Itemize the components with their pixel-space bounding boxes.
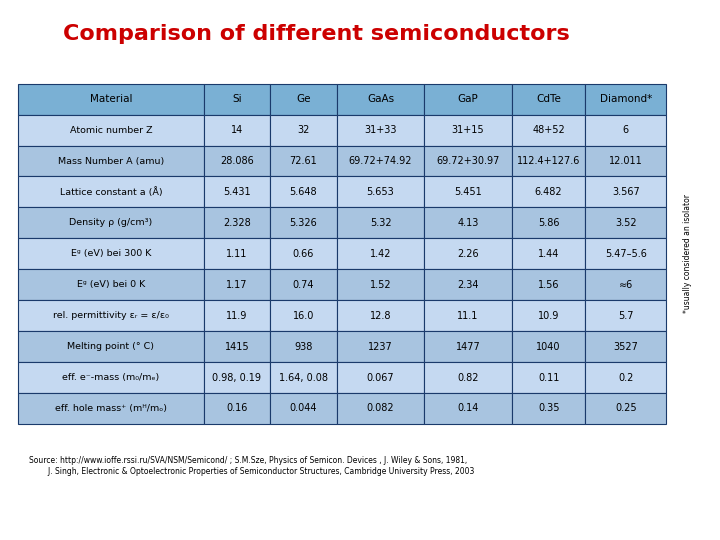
Text: 5.653: 5.653	[366, 187, 395, 197]
Text: 12.011: 12.011	[609, 156, 642, 166]
Text: 5.7: 5.7	[618, 310, 634, 321]
Text: 72.61: 72.61	[289, 156, 318, 166]
Text: 0.082: 0.082	[366, 403, 395, 414]
Text: 112.4+127.6: 112.4+127.6	[517, 156, 580, 166]
Text: 5.431: 5.431	[223, 187, 251, 197]
Text: 5.648: 5.648	[289, 187, 318, 197]
Text: 0.98, 0.19: 0.98, 0.19	[212, 373, 261, 382]
Text: Ge: Ge	[296, 94, 311, 104]
Text: 31+33: 31+33	[364, 125, 397, 135]
Text: 14: 14	[231, 125, 243, 135]
Text: Lattice constant a (Å): Lattice constant a (Å)	[60, 187, 162, 197]
Text: 1.52: 1.52	[369, 280, 392, 290]
Text: Comparison of different semiconductors: Comparison of different semiconductors	[63, 24, 570, 44]
Text: 3.567: 3.567	[612, 187, 639, 197]
Text: 1477: 1477	[456, 342, 480, 352]
Text: 1.64, 0.08: 1.64, 0.08	[279, 373, 328, 382]
Text: 69.72+74.92: 69.72+74.92	[348, 156, 413, 166]
Text: 6: 6	[623, 125, 629, 135]
Text: 3527: 3527	[613, 342, 638, 352]
Text: 1.17: 1.17	[226, 280, 248, 290]
Text: 1.11: 1.11	[226, 249, 248, 259]
Text: 1237: 1237	[368, 342, 393, 352]
Text: Eᵍ (eV) bei 300 K: Eᵍ (eV) bei 300 K	[71, 249, 151, 258]
Text: 1.44: 1.44	[538, 249, 559, 259]
Text: 11.9: 11.9	[226, 310, 248, 321]
Text: 5.451: 5.451	[454, 187, 482, 197]
Text: eff. e⁻-mass (m₀/mₑ): eff. e⁻-mass (m₀/mₑ)	[62, 373, 159, 382]
Text: 0.66: 0.66	[293, 249, 314, 259]
Text: 1040: 1040	[536, 342, 561, 352]
Text: 1.56: 1.56	[538, 280, 559, 290]
Text: 2.26: 2.26	[457, 249, 479, 259]
Text: Si: Si	[232, 94, 242, 104]
Text: *usually considered an isolator: *usually considered an isolator	[683, 194, 692, 313]
Text: 5.86: 5.86	[538, 218, 559, 228]
Text: 69.72+30.97: 69.72+30.97	[436, 156, 500, 166]
Text: Diamond*: Diamond*	[600, 94, 652, 104]
Text: 32: 32	[297, 125, 310, 135]
Text: 0.067: 0.067	[366, 373, 395, 382]
Text: 31+15: 31+15	[451, 125, 485, 135]
Text: GaP: GaP	[458, 94, 479, 104]
Text: 0.044: 0.044	[289, 403, 318, 414]
Text: 28.086: 28.086	[220, 156, 253, 166]
Text: 1415: 1415	[225, 342, 249, 352]
Text: rel. permittivity εᵣ = ε/ε₀: rel. permittivity εᵣ = ε/ε₀	[53, 311, 168, 320]
Text: 12.8: 12.8	[370, 310, 391, 321]
Text: 0.11: 0.11	[538, 373, 559, 382]
Text: 16.0: 16.0	[293, 310, 314, 321]
Text: CdTe: CdTe	[536, 94, 561, 104]
Text: 5.32: 5.32	[369, 218, 392, 228]
Text: 0.14: 0.14	[457, 403, 479, 414]
Text: Density ρ (g/cm³): Density ρ (g/cm³)	[69, 218, 153, 227]
Text: ≈6: ≈6	[618, 280, 633, 290]
Text: 11.1: 11.1	[457, 310, 479, 321]
Text: 4.13: 4.13	[457, 218, 479, 228]
Text: Mass Number A (amu): Mass Number A (amu)	[58, 157, 164, 166]
Text: 1.42: 1.42	[370, 249, 391, 259]
Text: 48+52: 48+52	[532, 125, 565, 135]
Text: 3.52: 3.52	[615, 218, 636, 228]
Text: 0.35: 0.35	[538, 403, 559, 414]
Text: 6.482: 6.482	[535, 187, 562, 197]
Text: eff. hole mass⁺ (mᴴ/mₒ): eff. hole mass⁺ (mᴴ/mₒ)	[55, 404, 167, 413]
Text: 0.16: 0.16	[226, 403, 248, 414]
Text: 938: 938	[294, 342, 312, 352]
Text: 5.326: 5.326	[289, 218, 318, 228]
Text: 2.34: 2.34	[457, 280, 479, 290]
Text: 5.47–5.6: 5.47–5.6	[605, 249, 647, 259]
Text: 0.25: 0.25	[615, 403, 636, 414]
Text: Eᵍ (eV) bei 0 K: Eᵍ (eV) bei 0 K	[77, 280, 145, 289]
Text: Source: http://www.ioffe.rssi.ru/SVA/NSM/Semicond/ ; S.M.Sze, Physics of Semicon: Source: http://www.ioffe.rssi.ru/SVA/NSM…	[29, 456, 474, 476]
Text: Material: Material	[89, 94, 132, 104]
Text: Atomic number Z: Atomic number Z	[70, 126, 152, 134]
Text: 10.9: 10.9	[538, 310, 559, 321]
Text: 0.2: 0.2	[618, 373, 634, 382]
Text: Melting point (° C): Melting point (° C)	[68, 342, 154, 351]
Text: 0.82: 0.82	[457, 373, 479, 382]
Text: 0.74: 0.74	[293, 280, 314, 290]
Text: 2.328: 2.328	[223, 218, 251, 228]
Text: GaAs: GaAs	[367, 94, 394, 104]
